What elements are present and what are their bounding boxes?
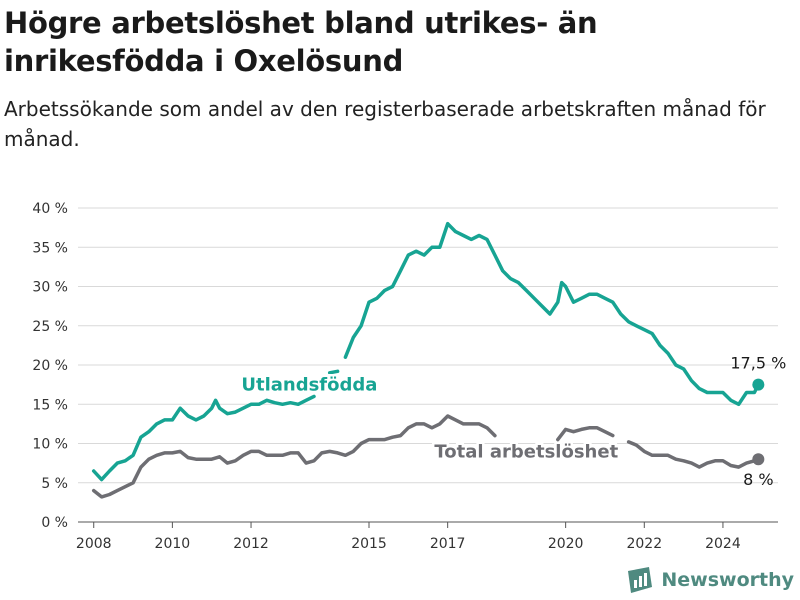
x-tick-label: 2022	[626, 536, 662, 552]
series-end-value-label: 8 %	[743, 470, 773, 489]
x-tick-label: 2020	[548, 536, 584, 552]
label-layer: Utlandsfödda Total arbetslöshet 17,5 % 8 %	[239, 354, 786, 490]
y-tick-label: 30 %	[32, 280, 68, 296]
series-name-label: Total arbetslöshet	[434, 441, 618, 462]
x-tick-label: 2008	[76, 536, 112, 552]
gridlines	[78, 207, 778, 523]
y-tick-label: 0 %	[41, 515, 68, 531]
chart-title: Högre arbetslöshet bland utrikes- än inr…	[4, 6, 598, 78]
y-axis: 0 % 5 % 10 % 15 % 20 % 25 % 30 % 35 % 40 %	[32, 201, 68, 531]
y-tick-label: 10 %	[32, 437, 68, 453]
series-name-label: Utlandsfödda	[241, 375, 377, 396]
y-tick-label: 35 %	[32, 240, 68, 256]
brand-logo: Newsworthy	[627, 566, 794, 594]
y-tick-label: 20 %	[32, 358, 68, 374]
x-tick-label: 2015	[351, 536, 387, 552]
y-tick-label: 25 %	[32, 319, 68, 335]
chart-subtitle: Arbetssökande som andel av den registerb…	[4, 97, 766, 151]
series-end-value-label: 17,5 %	[730, 354, 786, 373]
bar-chart-logo-icon	[628, 567, 653, 593]
y-tick-label: 40 %	[32, 201, 68, 217]
x-tick-label: 2017	[430, 536, 466, 552]
series-line-total-arbetsl-shet	[91, 414, 761, 499]
x-tick-label: 2024	[705, 536, 741, 552]
series-line-utlandsf-dda	[91, 221, 761, 482]
brand-name: Newsworthy	[661, 569, 794, 591]
y-tick-label: 5 %	[41, 476, 68, 492]
line-chart: 0 %5 %10 %15 %20 %25 %30 %35 %40 % 2008 2…	[32, 201, 786, 552]
y-tick-label: 15 %	[32, 397, 68, 413]
x-tick-label: 2010	[155, 536, 191, 552]
x-tick-label: 2012	[233, 536, 269, 552]
series-endpoint-total-arbetsl-shet	[752, 453, 765, 466]
series-layer	[91, 221, 765, 499]
series-endpoint-utlandsf-dda	[752, 378, 765, 391]
x-axis: 2008 2010 2012 2015 2017 2020 2022 2024	[76, 522, 741, 552]
